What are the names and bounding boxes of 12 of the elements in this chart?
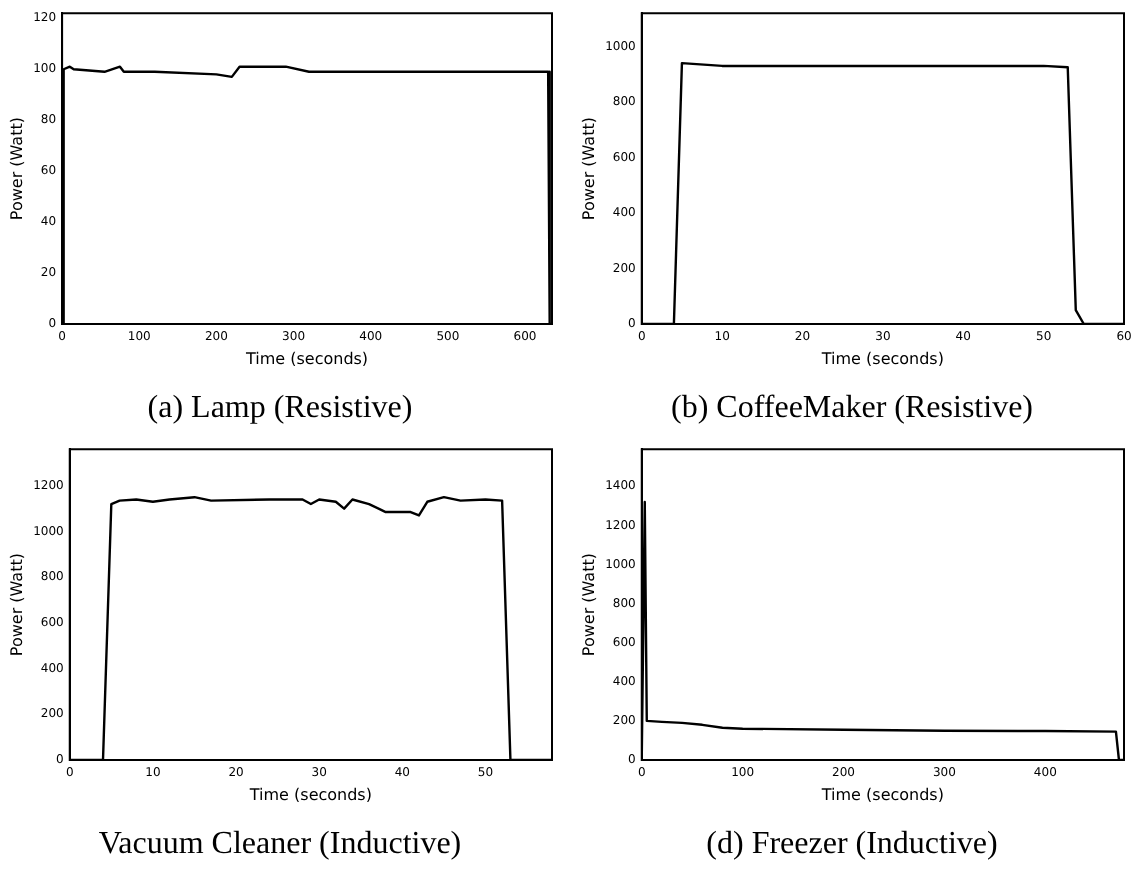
text: (b) CoffeeMaker (Resistive) (671, 391, 1033, 426)
text: (d) Freezer (Inductive) (706, 827, 998, 862)
text: (a) Lamp (Resistive) (147, 391, 413, 426)
x-axis-title: Time (seconds) (819, 350, 944, 369)
text: Vacuum Cleaner (Inductive) (98, 827, 462, 862)
y-axis-title: Power (Watt) (579, 117, 598, 221)
x-axis-title: Time (seconds) (243, 350, 369, 369)
y-axis-title: Power (Watt) (579, 553, 598, 657)
y-axis-title: Power (Watt) (7, 117, 26, 221)
y-axis-title: Power (Watt) (7, 553, 26, 657)
x-axis-title: Time (seconds) (819, 786, 944, 805)
x-axis-title: Time (seconds) (247, 786, 372, 805)
